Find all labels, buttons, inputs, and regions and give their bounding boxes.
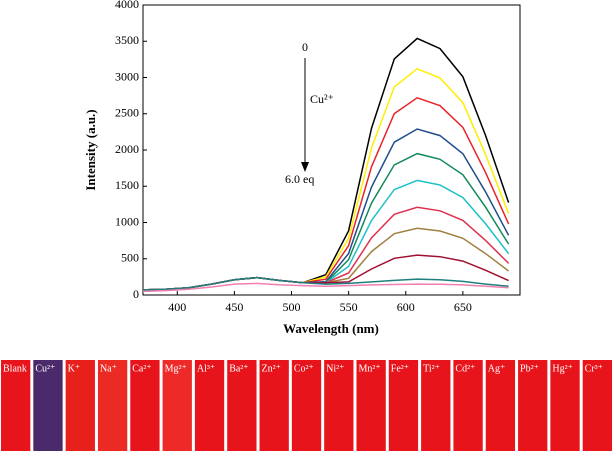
swatch-label: Co²⁺	[294, 363, 314, 374]
y-tick-label: 1500	[115, 178, 139, 192]
spectrum-line	[142, 128, 510, 291]
y-tick-label: 2000	[115, 142, 139, 156]
y-tick-label: 1000	[115, 214, 139, 228]
sample-swatch	[485, 360, 516, 451]
sample-swatch	[582, 360, 612, 451]
x-tick-label: 500	[283, 300, 301, 314]
x-axis-title: Wavelength (nm)	[283, 321, 379, 336]
sample-swatch	[1, 360, 31, 451]
swatch-label: Cr³⁺	[585, 363, 603, 374]
swatch-label: Blank	[3, 363, 27, 374]
swatch-label: Ni²⁺	[326, 363, 344, 374]
y-tick-label: 4000	[115, 0, 139, 11]
swatch-label: Hg²⁺	[552, 363, 573, 374]
sample-swatch	[388, 360, 419, 451]
spectrum-line	[142, 96, 510, 291]
y-axis-title: Intensity (a.u.)	[83, 109, 98, 190]
swatch-label: Mn²⁺	[358, 363, 380, 374]
x-tick-label: 400	[168, 300, 186, 314]
annotation: 6.0 eq	[285, 172, 314, 186]
x-tick-label: 450	[225, 300, 243, 314]
swatch-label: Pb²⁺	[520, 363, 539, 374]
spectrum-line	[142, 152, 510, 291]
sample-swatch	[550, 360, 580, 451]
y-tick-label: 3000	[115, 69, 139, 83]
arrow-head	[301, 162, 309, 172]
swatch-label: Al³⁺	[197, 363, 215, 374]
swatch-label: Mg²⁺	[165, 363, 187, 374]
sample-swatch	[227, 360, 257, 451]
y-tick-label: 0	[133, 287, 139, 301]
plot-frame	[142, 4, 521, 296]
spectrum-line	[142, 276, 509, 291]
sample-swatch	[97, 360, 128, 451]
swatch-label: Na⁺	[100, 363, 117, 374]
swatch-label: Ca²⁺	[132, 363, 151, 374]
swatch-label: Ti²⁺	[423, 363, 440, 374]
swatch-label: K⁺	[68, 363, 81, 374]
x-tick-label: 550	[340, 300, 358, 314]
sample-swatch	[194, 360, 225, 451]
swatch-label: Cd²⁺	[455, 363, 475, 374]
y-tick-label: 3500	[115, 33, 139, 47]
x-tick-label: 600	[397, 300, 415, 314]
swatch-label: Zn²⁺	[262, 363, 281, 374]
spectrum-line	[142, 37, 510, 291]
sample-swatch	[65, 360, 95, 451]
sample-swatch	[453, 360, 483, 451]
sample-swatch	[162, 360, 192, 451]
swatch-label: Ba²⁺	[229, 363, 248, 374]
sample-swatch	[291, 360, 322, 451]
sample-swatch	[356, 360, 386, 451]
annotation: Cu²⁺	[310, 92, 334, 106]
sample-swatch	[421, 360, 451, 451]
sample-swatch	[130, 360, 160, 451]
x-tick-label: 650	[454, 300, 472, 314]
sample-swatch	[518, 360, 548, 451]
swatch-label: Cu²⁺	[35, 363, 55, 374]
y-tick-label: 500	[121, 251, 139, 265]
sample-swatch	[33, 360, 63, 451]
swatch-label: Ag⁺	[488, 363, 506, 374]
sample-swatch	[324, 360, 354, 451]
sample-swatch	[259, 360, 289, 451]
swatch-label: Fe²⁺	[391, 363, 409, 374]
annotation: 0	[302, 40, 308, 54]
y-tick-label: 2500	[115, 106, 139, 120]
spectrum-line	[142, 282, 509, 293]
